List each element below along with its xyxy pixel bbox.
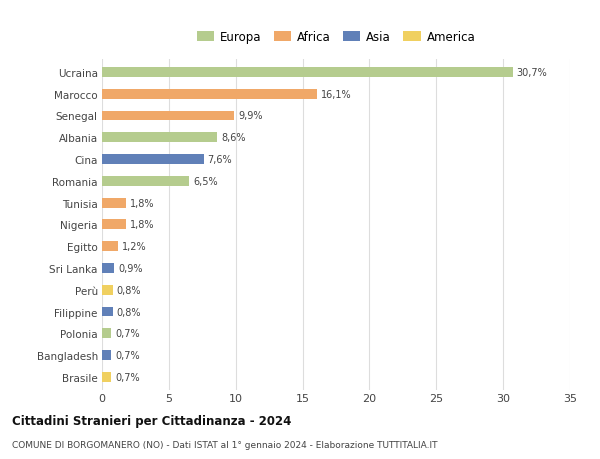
Bar (102, 372, 112, 382)
Text: 0,7%: 0,7% (115, 350, 140, 360)
Text: 0,8%: 0,8% (117, 307, 141, 317)
Bar (102, 242, 118, 252)
Bar (102, 155, 203, 165)
Bar (102, 220, 126, 230)
Bar (102, 351, 112, 360)
Bar (102, 90, 317, 99)
Text: 0,7%: 0,7% (115, 329, 140, 339)
Text: 0,7%: 0,7% (115, 372, 140, 382)
Bar (102, 263, 114, 273)
Bar (102, 68, 512, 78)
Text: 0,8%: 0,8% (117, 285, 141, 295)
Text: 1,8%: 1,8% (130, 198, 155, 208)
Text: 1,2%: 1,2% (122, 241, 146, 252)
Text: Cittadini Stranieri per Cittadinanza - 2024: Cittadini Stranieri per Cittadinanza - 2… (12, 414, 292, 428)
Text: 8,6%: 8,6% (221, 133, 245, 143)
Text: 16,1%: 16,1% (321, 90, 352, 100)
Bar (102, 329, 112, 339)
Text: COMUNE DI BORGOMANERO (NO) - Dati ISTAT al 1° gennaio 2024 - Elaborazione TUTTIT: COMUNE DI BORGOMANERO (NO) - Dati ISTAT … (12, 441, 437, 449)
Text: 1,8%: 1,8% (130, 220, 155, 230)
Bar (102, 198, 126, 208)
Text: 6,5%: 6,5% (193, 176, 218, 186)
Bar (102, 133, 217, 143)
Text: 30,7%: 30,7% (517, 68, 547, 78)
Text: 9,9%: 9,9% (238, 111, 263, 121)
Legend: Europa, Africa, Asia, America: Europa, Africa, Asia, America (197, 31, 475, 44)
Bar (102, 285, 113, 295)
Bar (102, 307, 113, 317)
Bar (102, 177, 189, 186)
Bar (102, 111, 235, 121)
Text: 7,6%: 7,6% (208, 155, 232, 165)
Text: 0,9%: 0,9% (118, 263, 143, 274)
